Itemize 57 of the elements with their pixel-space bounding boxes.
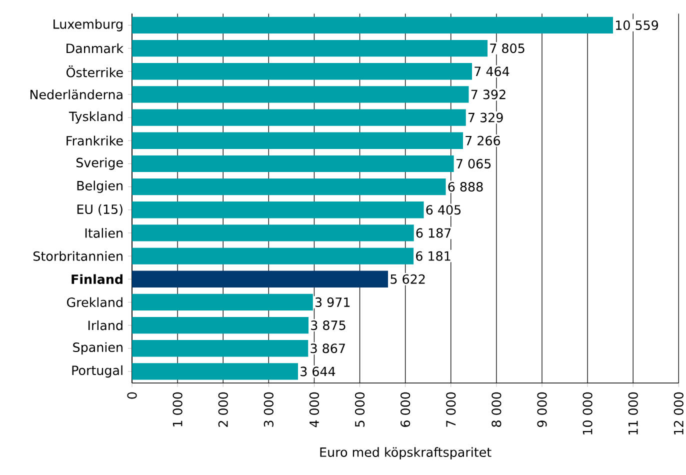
- x-tick-label: 6 000: [400, 392, 410, 427]
- x-tick-label: 0: [127, 392, 137, 399]
- x-tick-label: 9 000: [537, 392, 547, 427]
- x-tick-label: 10 000: [582, 392, 592, 434]
- data-label: 6 888: [448, 182, 483, 192]
- y-tick-label: Belgien: [77, 180, 122, 193]
- y-tick-label: Danmark: [66, 43, 124, 54]
- x-tick-label: 1 000: [172, 392, 182, 426]
- bar: [132, 178, 446, 196]
- y-tick-label: Finland: [72, 274, 122, 284]
- data-label: 6 181: [416, 251, 450, 261]
- data-label: 7 329: [468, 112, 503, 122]
- data-label: 7 065: [456, 158, 491, 169]
- y-tick-label: Spanien: [73, 342, 122, 354]
- data-label: 7 392: [471, 90, 506, 100]
- bar: [132, 363, 298, 380]
- bar: [132, 202, 424, 218]
- bar: [132, 294, 313, 311]
- bar: [132, 86, 469, 103]
- y-tick-label: Luxemburg: [54, 19, 122, 32]
- bar: [132, 109, 466, 126]
- data-label: 5 622: [390, 274, 425, 284]
- data-label: 3 867: [310, 344, 345, 354]
- y-tick-label: Sverige: [76, 158, 123, 170]
- x-tick-label: 4 000: [309, 392, 320, 428]
- x-tick-label: 12 000: [674, 392, 684, 434]
- bar: [132, 63, 472, 80]
- y-tick-label: Frankrike: [66, 136, 123, 146]
- data-label: 6 405: [426, 205, 461, 215]
- data-label: 7 266: [466, 136, 500, 146]
- bar: [132, 132, 464, 149]
- data-label: 10 559: [616, 20, 658, 30]
- y-tick-label: EU (15): [77, 204, 122, 216]
- x-axis-title: Euro med köpskraftsparitet: [320, 447, 492, 460]
- data-label: 7 464: [474, 66, 510, 76]
- x-tick-label: 11 000: [628, 392, 638, 434]
- y-tick-label: Italien: [85, 228, 122, 238]
- x-tick-label: 2 000: [218, 392, 228, 427]
- y-tick-label: Portugal: [72, 365, 122, 378]
- y-tick-label: Österrike: [66, 66, 123, 78]
- data-label: 3 971: [315, 297, 350, 307]
- bar: [132, 16, 614, 34]
- x-tick-label: 3 000: [264, 392, 274, 427]
- x-tick-label: 8 000: [492, 392, 502, 427]
- y-tick-label: Tyskland: [68, 111, 122, 124]
- bar: [132, 224, 414, 242]
- data-label: 3 644: [300, 366, 336, 376]
- y-tick-label: Storbritannien: [34, 251, 122, 261]
- bar: [132, 270, 388, 288]
- y-tick-label: Irland: [88, 320, 122, 330]
- data-label: 3 875: [311, 320, 346, 330]
- y-tick-label: Grekland: [67, 297, 122, 308]
- data-label: 6 187: [416, 228, 451, 238]
- data-label: 7 805: [490, 43, 524, 54]
- y-tick-label: Nederländerna: [30, 90, 122, 100]
- x-tick-label: 7 000: [446, 392, 456, 427]
- x-tick-label: 5 000: [354, 392, 365, 427]
